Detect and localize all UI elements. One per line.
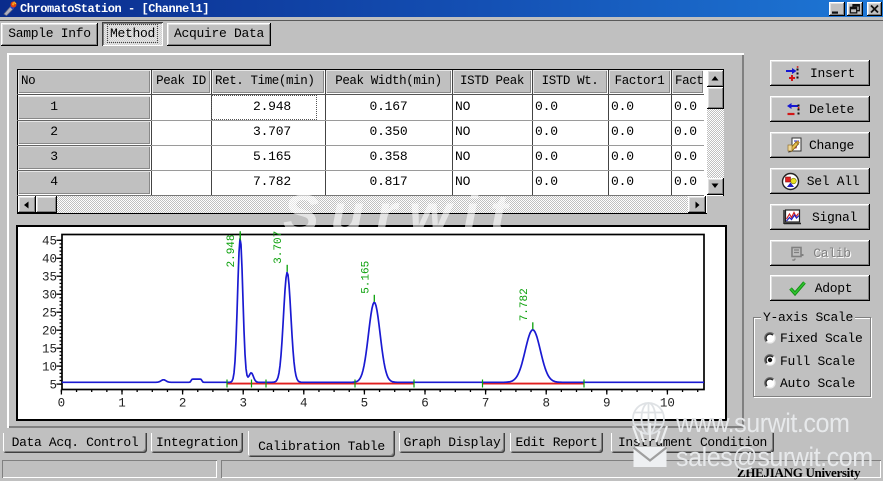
svg-text:35: 35 xyxy=(42,270,57,284)
svg-text:7: 7 xyxy=(482,397,490,411)
svg-text:2.948: 2.948 xyxy=(226,234,238,267)
svg-text:20: 20 xyxy=(42,324,57,338)
svg-text:0: 0 xyxy=(58,397,66,411)
svg-text:9: 9 xyxy=(603,397,611,411)
svg-text:40: 40 xyxy=(42,253,57,267)
svg-text:25: 25 xyxy=(42,306,57,320)
svg-text:3: 3 xyxy=(239,397,247,411)
svg-text:10: 10 xyxy=(42,360,57,374)
svg-text:30: 30 xyxy=(42,288,57,302)
svg-text:5: 5 xyxy=(361,397,369,411)
svg-text:15: 15 xyxy=(42,342,57,356)
svg-text:10: 10 xyxy=(660,397,675,411)
svg-text:3.707: 3.707 xyxy=(273,231,285,264)
svg-text:6: 6 xyxy=(421,397,429,411)
svg-text:5: 5 xyxy=(49,378,57,392)
svg-text:2: 2 xyxy=(179,397,187,411)
svg-text:45: 45 xyxy=(42,235,57,249)
svg-text:4: 4 xyxy=(300,397,308,411)
svg-text:1: 1 xyxy=(118,397,126,411)
svg-text:7.782: 7.782 xyxy=(519,288,531,321)
svg-text:5.165: 5.165 xyxy=(360,261,372,294)
svg-text:8: 8 xyxy=(542,397,550,411)
